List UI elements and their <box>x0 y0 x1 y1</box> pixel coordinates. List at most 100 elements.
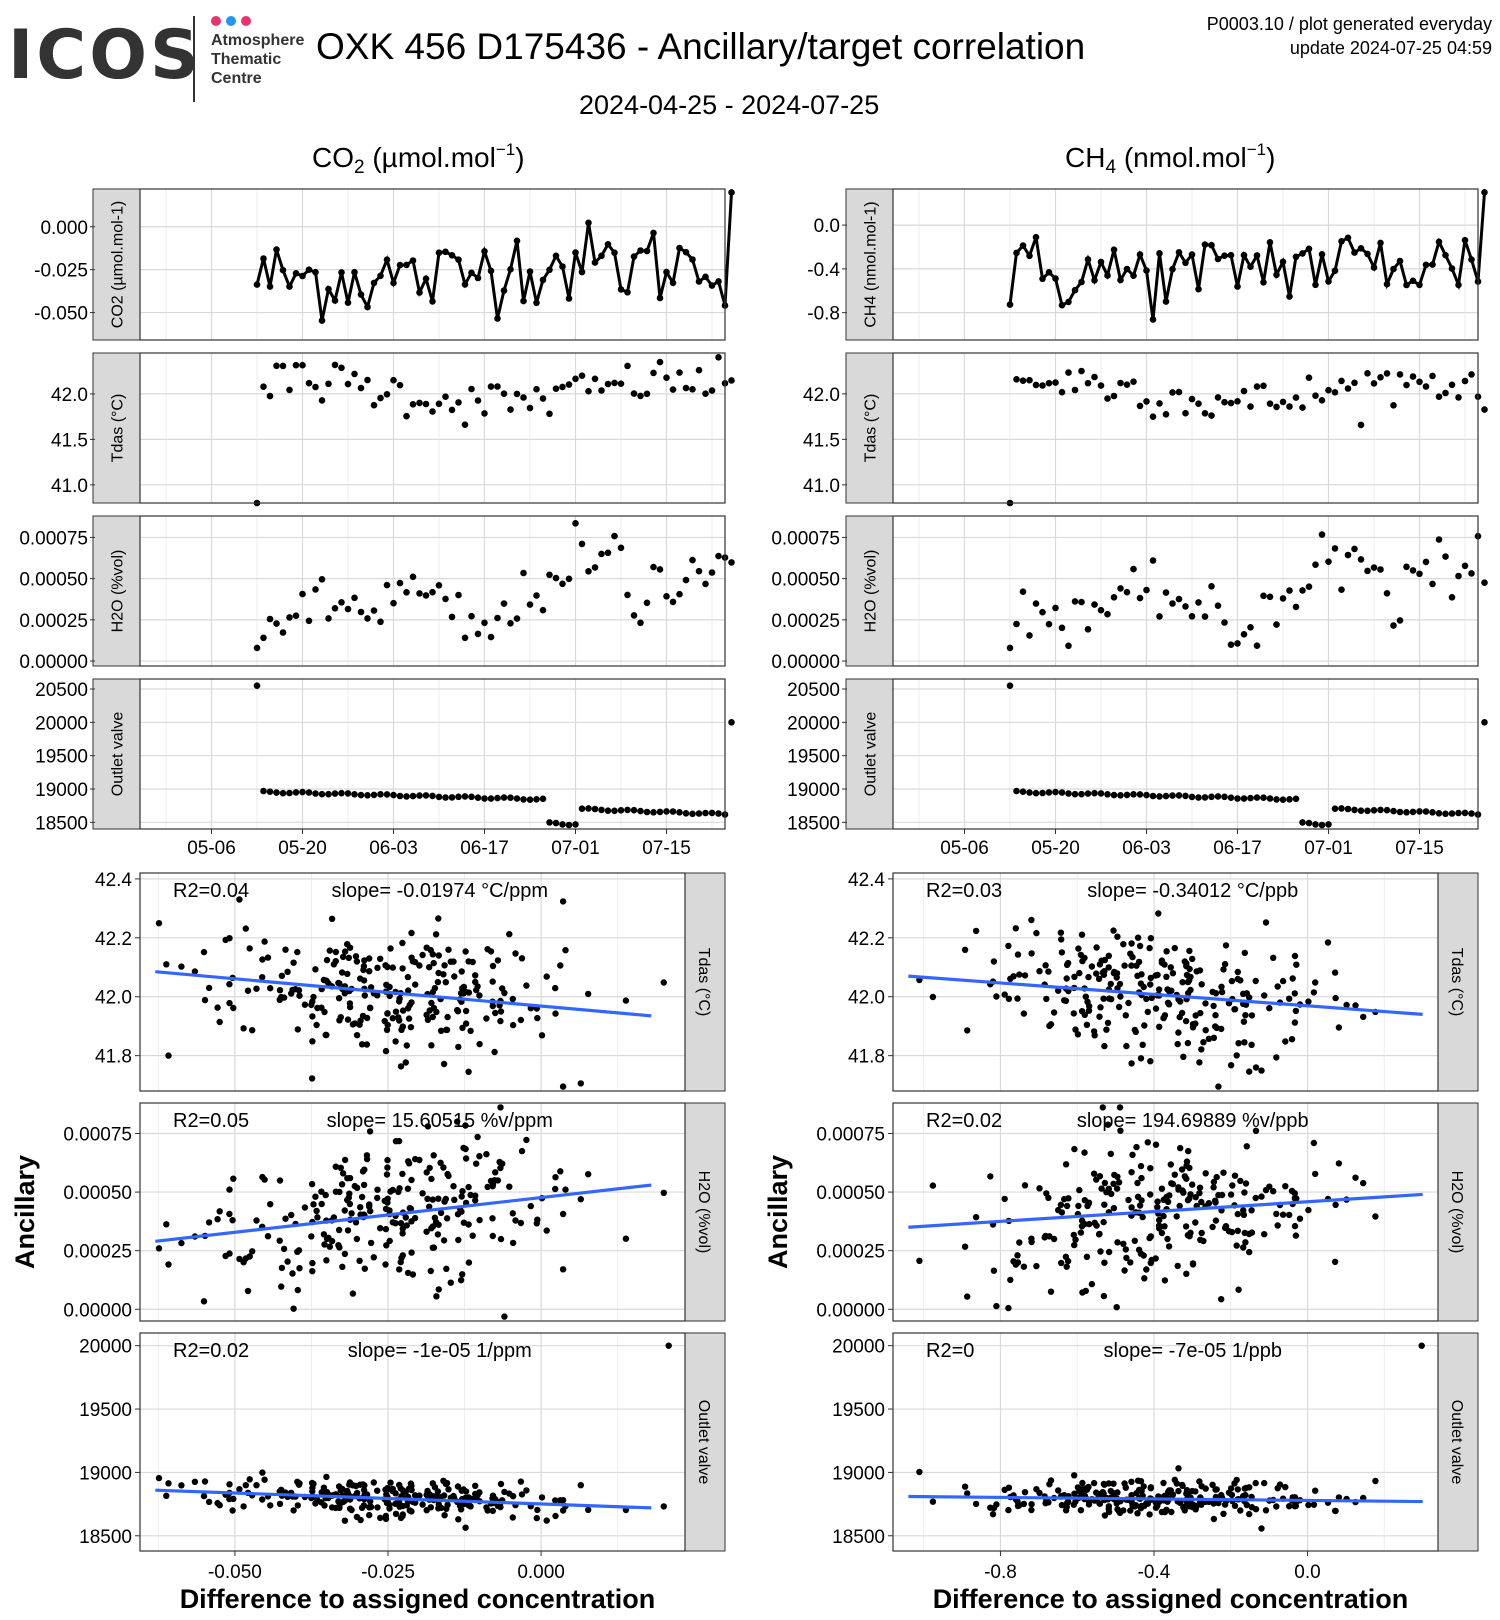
data-point <box>1014 1252 1021 1259</box>
data-point <box>1076 969 1083 977</box>
data-point <box>1332 1201 1339 1209</box>
data-point <box>1370 807 1378 814</box>
data-point <box>656 294 664 302</box>
data-point <box>216 1208 223 1215</box>
data-point <box>1215 1191 1222 1199</box>
data-point <box>1455 394 1462 401</box>
data-point <box>435 249 443 256</box>
data-point <box>1058 1259 1065 1267</box>
data-point <box>374 1194 381 1202</box>
data-point <box>397 1485 404 1492</box>
data-point <box>339 953 347 961</box>
data-point <box>507 794 514 801</box>
panel-border <box>139 1332 686 1552</box>
data-point <box>1183 1490 1190 1497</box>
data-point <box>335 1483 343 1490</box>
data-point <box>1461 236 1469 244</box>
data-point <box>513 390 521 398</box>
y-tick-label: -0.050 <box>34 304 88 325</box>
data-point <box>1195 285 1202 293</box>
data-point <box>1403 281 1410 289</box>
data-point <box>1274 983 1281 990</box>
data-point <box>507 266 514 273</box>
data-point <box>1390 622 1397 629</box>
data-point <box>305 266 313 274</box>
data-point <box>1001 1195 1008 1203</box>
data-point <box>500 287 508 294</box>
data-point <box>1071 1472 1078 1479</box>
data-point <box>361 992 368 999</box>
data-point <box>1128 1204 1135 1211</box>
data-point <box>353 1184 361 1192</box>
data-point <box>552 1185 559 1193</box>
data-point <box>1108 996 1115 1003</box>
data-point <box>1208 241 1215 249</box>
data-point <box>1032 789 1040 797</box>
data-point <box>1111 1490 1118 1497</box>
data-point <box>295 987 303 994</box>
data-point <box>656 566 664 573</box>
data-point <box>1135 1246 1143 1254</box>
data-point <box>214 1499 221 1507</box>
data-point <box>1372 1213 1379 1220</box>
data-point <box>403 793 410 800</box>
data-point <box>1364 807 1371 815</box>
data-point <box>1071 1241 1078 1249</box>
data-point <box>366 1511 373 1519</box>
data-point <box>1081 954 1088 962</box>
data-point <box>429 408 436 415</box>
data-point <box>1383 280 1391 288</box>
data-point <box>430 959 437 967</box>
data-point <box>360 1502 368 1509</box>
y-tick-label: 42.0 <box>51 385 88 406</box>
data-point <box>689 810 696 818</box>
data-point <box>412 981 419 988</box>
data-point <box>404 973 412 981</box>
data-point <box>309 1268 316 1275</box>
data-point <box>1013 787 1020 795</box>
data-point <box>559 821 566 828</box>
data-point <box>1409 808 1417 816</box>
data-point <box>1208 583 1215 590</box>
data-point <box>366 1128 374 1135</box>
data-point <box>457 1277 465 1284</box>
data-point <box>604 241 612 248</box>
ch4-unit-close: ) <box>1266 142 1276 173</box>
data-point <box>1174 1040 1181 1048</box>
data-point <box>1062 1253 1070 1261</box>
data-point <box>264 954 272 961</box>
data-point <box>462 1020 470 1027</box>
y-tick-label: 19000 <box>79 1463 132 1484</box>
data-point <box>416 590 423 597</box>
data-point <box>226 1481 233 1488</box>
data-point <box>663 374 670 382</box>
data-point <box>572 375 579 383</box>
data-point <box>1168 1508 1175 1516</box>
data-point <box>1481 406 1488 413</box>
data-point <box>1241 1189 1248 1196</box>
data-point <box>1161 1277 1169 1284</box>
data-point <box>1186 1233 1193 1240</box>
data-point <box>397 1514 405 1522</box>
data-point <box>1165 1243 1173 1250</box>
data-point <box>442 595 449 603</box>
data-point <box>538 1032 546 1039</box>
data-point <box>972 1500 980 1508</box>
data-point <box>1182 1017 1190 1025</box>
y-axis-title: Ancillary <box>10 1155 40 1269</box>
data-point <box>509 1210 516 1217</box>
data-point <box>1241 1229 1249 1237</box>
data-point <box>409 573 417 581</box>
data-point <box>1019 377 1027 385</box>
data-point <box>1292 1232 1300 1239</box>
data-point <box>1481 719 1488 726</box>
data-point <box>1046 1233 1053 1240</box>
x-tick-label: 05-06 <box>187 838 236 859</box>
data-point <box>1084 626 1092 633</box>
data-point <box>1107 1150 1115 1158</box>
x-tick-label: 05-20 <box>1031 838 1080 859</box>
data-point <box>1331 389 1339 396</box>
data-point <box>312 383 319 391</box>
data-point <box>650 809 657 816</box>
